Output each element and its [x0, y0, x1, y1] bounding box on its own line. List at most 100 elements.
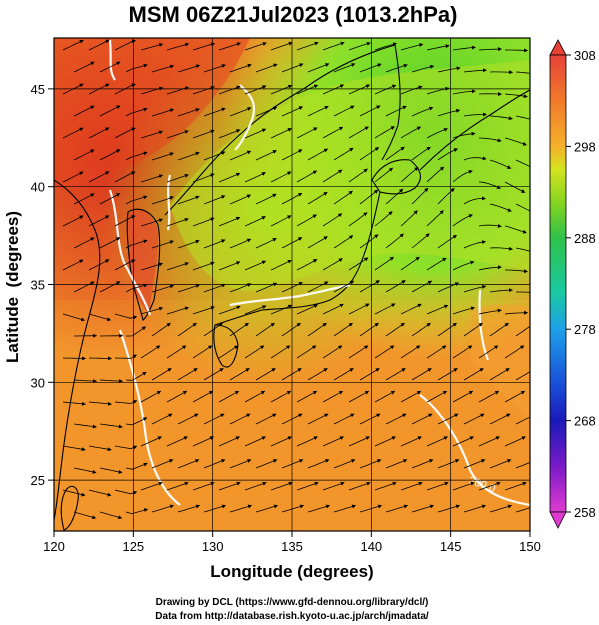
- coast-kurils: [419, 89, 530, 171]
- streamline: [296, 259, 318, 271]
- streamline: [478, 481, 501, 491]
- streamline: [281, 368, 302, 381]
- streamline: [385, 322, 405, 337]
- coast-kyushu: [213, 324, 239, 368]
- streamline: [374, 436, 397, 447]
- streamline: [333, 368, 354, 381]
- streamline: [333, 280, 355, 293]
- streamline: [348, 436, 371, 447]
- streamline: [218, 305, 241, 315]
- streamline: [73, 149, 95, 161]
- streamline: [359, 63, 382, 73]
- streamline: [515, 115, 530, 120]
- streamline: [99, 467, 123, 474]
- streamline: [348, 126, 369, 139]
- streamline: [114, 400, 138, 404]
- streamline: [229, 107, 252, 117]
- streamline: [177, 322, 197, 337]
- streamline: [307, 191, 328, 205]
- colorbar-ticks: 308 298 288 278 268 258: [566, 48, 596, 520]
- streamline: [296, 390, 318, 403]
- streamline: [62, 39, 84, 51]
- streamline: [62, 215, 84, 227]
- streamline: [192, 306, 215, 315]
- streamline: [374, 84, 397, 95]
- streamline: [281, 63, 304, 73]
- streamline: [374, 390, 396, 403]
- streamline: [333, 105, 355, 117]
- coast-hokkaido: [371, 159, 421, 195]
- y-tick-label: 40: [31, 180, 45, 195]
- streamline: [307, 322, 327, 337]
- streamline: [463, 504, 487, 513]
- streamline: [255, 238, 277, 249]
- streamline: [99, 149, 121, 161]
- colorbar-tick-label: 278: [574, 322, 596, 337]
- streamline: [88, 489, 112, 497]
- streamline: [411, 280, 433, 293]
- streamline: [437, 148, 459, 161]
- streamline: [125, 462, 148, 470]
- streamline: [531, 437, 551, 446]
- streamline: [218, 261, 241, 271]
- coast-china: [54, 179, 101, 521]
- streamline: [348, 257, 369, 271]
- streamline: [452, 345, 473, 359]
- streamline: [114, 215, 136, 227]
- streamline: [478, 436, 501, 447]
- streamline: [400, 210, 418, 227]
- streamline: [452, 260, 475, 271]
- streamline: [270, 436, 293, 447]
- streamline: [203, 151, 226, 161]
- streamline: [192, 481, 215, 491]
- streamline: [73, 423, 97, 429]
- streamline: [359, 504, 383, 513]
- streamline: [333, 322, 353, 337]
- streamline: [151, 240, 174, 249]
- credit-line-2: Data from http://database.rish.kyoto-u.a…: [155, 611, 429, 622]
- streamline: [177, 504, 201, 513]
- credit-line-1: Drawing by DCL (https://www.gfd-dennou.o…: [156, 597, 429, 608]
- streamline: [531, 182, 551, 192]
- streamline: [489, 159, 512, 169]
- streamline: [411, 504, 435, 513]
- streamline: [218, 172, 241, 183]
- streamline: [114, 354, 137, 359]
- streamline: [504, 481, 527, 491]
- colorbar-tick-label: 268: [574, 414, 596, 429]
- y-tick-label: 25: [31, 473, 45, 488]
- streamline: [348, 390, 370, 403]
- streamline: [322, 169, 343, 183]
- streamline: [88, 401, 112, 406]
- streamline: [125, 107, 148, 117]
- streamline: [478, 308, 502, 315]
- streamline: [400, 126, 422, 139]
- streamline: [166, 390, 188, 403]
- coast-taiwan: [60, 485, 79, 531]
- streamline: [452, 390, 474, 403]
- streamline: [229, 459, 252, 469]
- streamline: [437, 108, 461, 117]
- streamline: [359, 234, 379, 249]
- streamline: [478, 265, 502, 271]
- streamline: [140, 174, 164, 183]
- streamline: [203, 107, 226, 117]
- streamline: [452, 45, 476, 51]
- streamline: [359, 459, 382, 469]
- streamline: [203, 459, 226, 469]
- streamline: [296, 345, 317, 359]
- streamline: [437, 234, 458, 249]
- streamline: [281, 106, 304, 117]
- streamline: [151, 196, 174, 205]
- streamline: [255, 459, 278, 469]
- streamline: [88, 313, 112, 322]
- colorbar-tick-label: 258: [574, 505, 596, 520]
- streamline: [463, 284, 487, 293]
- streamline: [177, 64, 201, 73]
- streamline: [322, 213, 343, 227]
- streamline: [348, 481, 371, 491]
- streamline: [359, 413, 381, 425]
- streamline: [99, 423, 123, 429]
- streamline: [374, 42, 398, 51]
- streamline: [88, 445, 112, 452]
